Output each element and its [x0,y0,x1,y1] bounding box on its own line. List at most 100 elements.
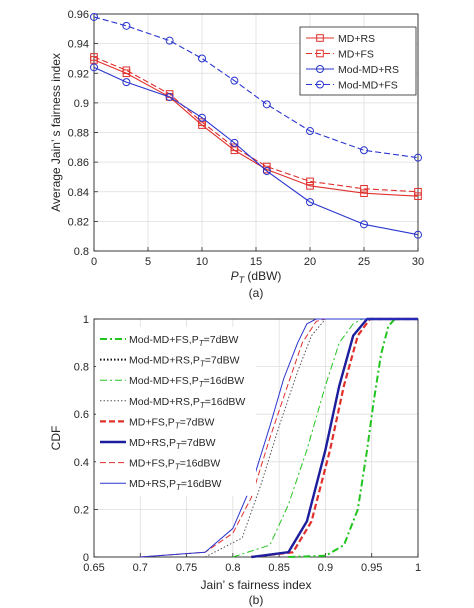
x-tick-label: 0 [91,256,97,268]
data-point [414,192,422,200]
data-point [198,54,206,63]
legend-label-suffix: =7dBW [204,334,239,346]
y-tick-label: 0 [83,552,89,564]
x-tick-label: 10 [196,256,208,268]
y-tick-label: 0.8 [74,246,89,258]
cdf-curve [288,318,418,558]
y-tick-label: 0.86 [68,157,89,169]
data-point [263,162,271,171]
x-axis-label-unit: (dBW) [244,269,281,283]
data-point [122,66,131,75]
y-tick-label: 0.88 [68,128,89,140]
data-point [414,230,422,239]
x-tick-label: 0.85 [268,562,289,574]
legend-label-suffix: =16dBW [204,375,245,387]
legend-label-suffix: =7dBW [180,416,215,428]
x-tick-label: 30 [412,256,424,268]
legend-label-sub: T [175,463,181,472]
legend-label-suffix: =7dBW [205,355,240,367]
cdf-curve [204,318,418,558]
y-tick-label: 0.4 [74,457,89,469]
legend-label: MD+RS,PT=16dBW [129,478,222,492]
y-tick-label: 0.8 [74,362,89,374]
x-tick-label: 0.95 [361,562,382,574]
panel-caption-b: (b) [249,593,264,607]
data-point [360,189,368,198]
y-tick-label: 0.6 [74,409,89,421]
legend-label: Mod-MD+FS,PT=7dBW [129,334,238,348]
legend-label: MD+FS,PT=7dBW [129,416,215,430]
x-axis-label: Jain’ s fairness index [201,578,312,592]
x-tick-label: 0.9 [318,562,333,574]
legend-label-main: MD+RS,P [129,437,176,449]
legend-label-sub: T [175,421,181,430]
x-tick-label: 0.65 [83,562,104,574]
y-tick-label: 1 [83,314,89,326]
x-tick-label: 1 [415,562,421,574]
data-point [165,92,174,101]
legend-label-sub: T [199,339,205,348]
legend-label: MD+RS [338,33,375,45]
cdf-curve [140,318,418,558]
data-point [230,76,239,85]
data-point [306,198,314,207]
x-tick-label: 20 [304,256,316,268]
legend-label-main: MD+RS,P [129,478,176,490]
data-point [306,182,314,190]
y-tick-label: 0.94 [68,39,89,51]
legend-label: MD+FS [338,49,374,61]
legend-label-suffix: =16dBW [180,458,221,470]
y-axis-label: Average Jain’ s fairness index [49,53,63,212]
legend-label-main: MD+FS,P [129,416,175,428]
x-axis-label-sub: T [239,275,246,285]
y-tick-label: 0.84 [68,187,89,199]
data-point [90,53,98,61]
y-tick-label: 0.82 [68,216,89,228]
data-point [262,167,271,176]
legend-marker [316,34,324,42]
legend-box [96,327,256,496]
legend-label-sub: T [176,483,182,492]
x-tick-label: 15 [250,256,262,268]
data-point [122,21,131,30]
legend-label-main: Mod-MD+FS,P [129,375,199,387]
data-point [165,36,174,45]
legend-label-sub: T [200,401,206,410]
panel-caption-a: (a) [249,286,264,300]
cdf-curve [251,317,418,559]
cdf-curve [140,318,418,558]
x-tick-label: 25 [358,256,370,268]
data-point [90,63,98,72]
data-point [90,12,98,21]
legend-label-main: MD+FS,P [129,458,175,470]
legend-label-main: Mod-MD+RS,P [129,355,200,367]
legend-label: Mod-MD+RS [338,64,399,76]
y-tick-label: 0.92 [68,68,89,80]
data-point [198,118,206,126]
legend-label-sub: T [176,442,182,451]
legend-label-sub: T [200,360,206,369]
data-point [122,78,131,87]
y-tick-label: 0.96 [68,9,89,21]
legend-marker [316,65,324,73]
legend-label-main: Mod-MD+FS,P [129,334,199,346]
data-point [414,153,422,162]
data-point [360,146,368,155]
legend-label-suffix: =16dBW [205,396,246,408]
data-point [360,220,368,229]
data-point [230,138,239,147]
series-line-mod-md-fs [93,16,419,159]
data-point [306,177,314,186]
legend-label: MD+RS,PT=7dBW [129,437,216,451]
y-axis-label: CDF [49,426,63,451]
legend-label-suffix: =7dBW [181,437,216,449]
y-tick-label: 0.9 [74,98,89,110]
legend-label-main: Mod-MD+RS,P [129,396,200,408]
data-point [198,113,206,122]
legend-label-suffix: =16dBW [181,478,222,490]
legend-marker [316,49,324,58]
legend-label-sub: T [199,380,205,389]
data-point [306,127,314,136]
x-axis-label-main: P [231,269,239,283]
